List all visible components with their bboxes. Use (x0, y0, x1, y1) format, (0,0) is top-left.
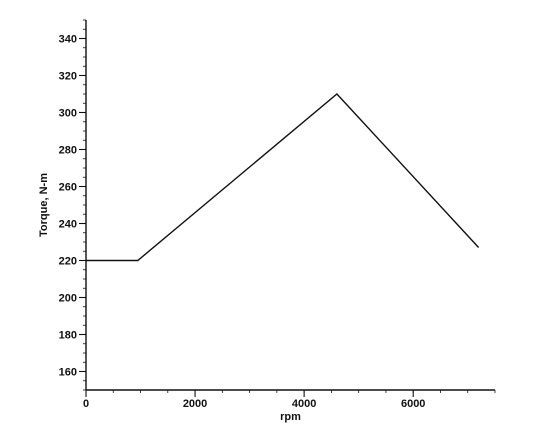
y-tick-label: 280 (59, 145, 77, 157)
plot-area (86, 93, 480, 262)
y-tick-label: 300 (59, 108, 77, 120)
x-axis: 0 2000 4000 6000 (83, 389, 495, 410)
minor-ticks (83, 19, 496, 393)
x-tick-label: 4000 (292, 398, 316, 410)
y-tick-label: 340 (59, 34, 77, 46)
y-tick-label: 180 (59, 330, 77, 342)
y-tick-label: 200 (59, 293, 77, 305)
y-tick-label: 320 (59, 71, 77, 83)
torque-curve-line (86, 93, 480, 262)
y-tick-label: 220 (59, 256, 77, 268)
y-tick-label: 160 (59, 367, 77, 379)
x-tick-label: 6000 (401, 398, 425, 410)
y-tick-label: 260 (59, 182, 77, 194)
y-axis-title: Torque, N-m (38, 173, 50, 237)
x-tick-label: 2000 (183, 398, 207, 410)
y-axis: 160 180 200 220 240 260 280 300 320 340 (59, 20, 87, 390)
x-tick-label: 0 (83, 398, 89, 410)
x-axis-title: rpm (280, 411, 301, 423)
y-tick-label: 240 (59, 219, 77, 231)
